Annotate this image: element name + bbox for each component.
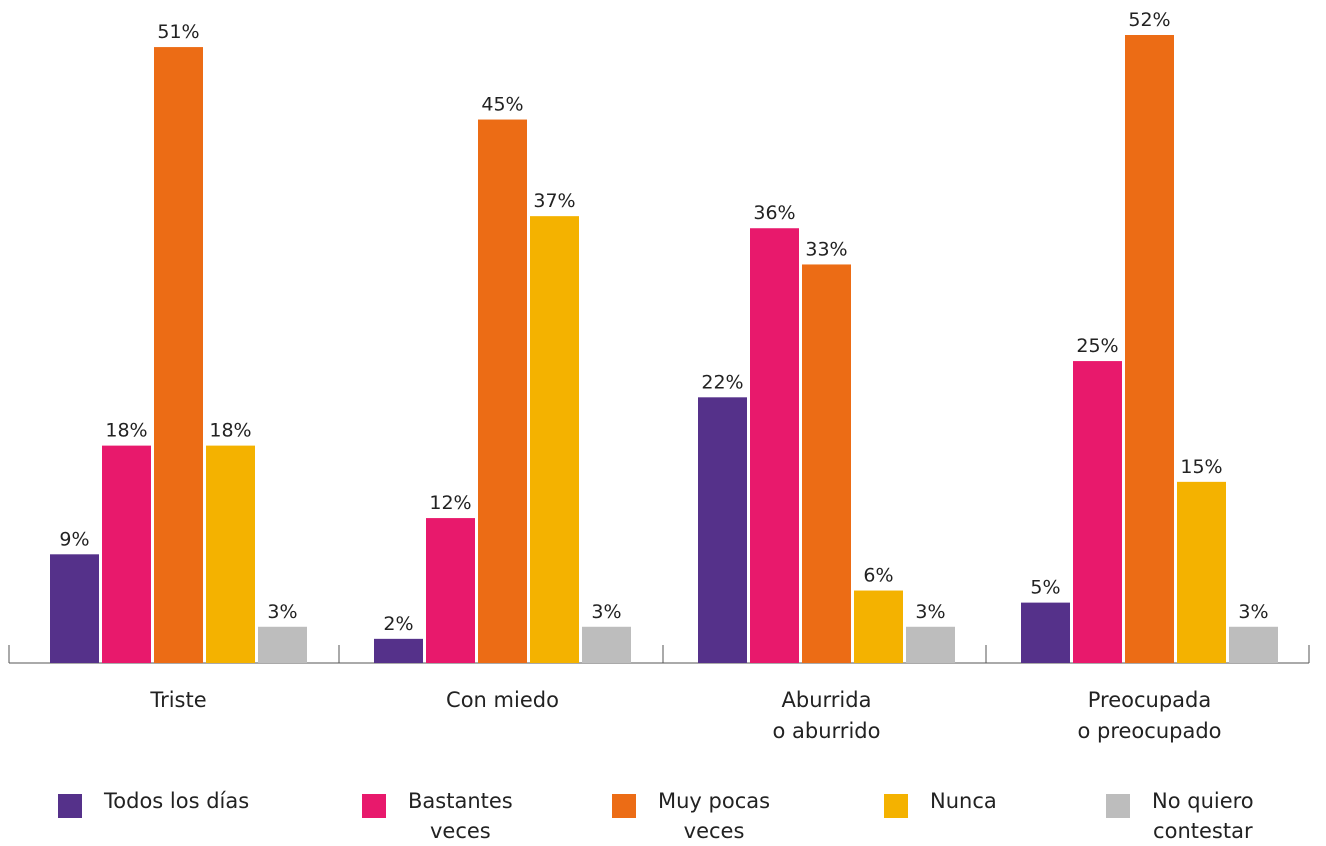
bar-data-label: 12%: [429, 492, 471, 514]
category-label: Preocupada o preocupado: [1077, 688, 1221, 743]
category-label: Triste: [149, 688, 206, 712]
bar: [102, 445, 151, 663]
legend-swatch: [884, 794, 908, 818]
bar: [1125, 35, 1174, 663]
category-label: Aburrida o aburrido: [773, 688, 881, 743]
legend-label: Muy pocas veces: [658, 789, 771, 843]
bar: [1177, 481, 1226, 663]
bar-data-label: 25%: [1076, 335, 1118, 357]
bar: [582, 626, 631, 663]
bar-data-label: 2%: [383, 613, 413, 635]
legend-item: Muy pocas veces: [612, 786, 770, 846]
bar: [50, 554, 99, 663]
bar: [426, 518, 475, 663]
legend-swatch: [612, 794, 636, 818]
bar: [802, 264, 851, 663]
bar-data-label: 15%: [1180, 456, 1222, 478]
legend-label: Bastantes veces: [408, 789, 513, 843]
legend: Todos los días Bastantes veces Muy pocas v…: [0, 786, 1326, 845]
bar: [478, 119, 527, 664]
bar: [206, 445, 255, 663]
bar: [1073, 361, 1122, 663]
category-label: Con miedo: [446, 688, 559, 712]
bar-data-label: 3%: [591, 601, 621, 623]
bar-data-label: 45%: [481, 94, 523, 116]
bar: [374, 638, 423, 663]
bar: [906, 626, 955, 663]
bar: [698, 397, 747, 663]
bar: [258, 626, 307, 663]
bar-data-label: 3%: [267, 601, 297, 623]
bar-data-label: 33%: [805, 238, 847, 260]
bar-data-label: 18%: [209, 420, 251, 442]
bar-data-label: 22%: [701, 371, 743, 393]
legend-label: No quiero contestar: [1152, 789, 1254, 843]
legend-swatch: [1106, 794, 1130, 818]
bar-data-label: 3%: [1238, 601, 1268, 623]
legend-item: Bastantes veces: [362, 786, 513, 846]
bar: [1021, 602, 1070, 663]
bar: [154, 47, 203, 664]
bar-data-label: 51%: [157, 21, 199, 43]
legend-swatch: [58, 794, 82, 818]
bar-data-label: 6%: [863, 565, 893, 587]
bar-data-label: 3%: [915, 601, 945, 623]
bar-data-label: 5%: [1030, 577, 1060, 599]
bar-chart: 9% 18% 51% 18% 3% Triste 2% 12% 45% 37% 3% Con mied…: [8, 9, 1310, 743]
bar-data-label: 9%: [59, 528, 89, 550]
legend-label: Todos los días: [104, 789, 250, 813]
bar-data-label: 18%: [105, 420, 147, 442]
bar: [750, 228, 799, 663]
bar: [1229, 626, 1278, 663]
legend-label: Nunca: [930, 789, 997, 813]
legend-item: No quiero contestar: [1106, 786, 1254, 846]
bar-data-label: 37%: [533, 190, 575, 212]
bar-data-label: 52%: [1128, 9, 1170, 31]
legend-swatch: [362, 794, 386, 818]
legend-item: Todos los días: [58, 786, 249, 818]
bar: [854, 590, 903, 663]
legend-item: Nunca: [884, 786, 997, 818]
bar: [530, 216, 579, 663]
bar-data-label: 36%: [753, 202, 795, 224]
